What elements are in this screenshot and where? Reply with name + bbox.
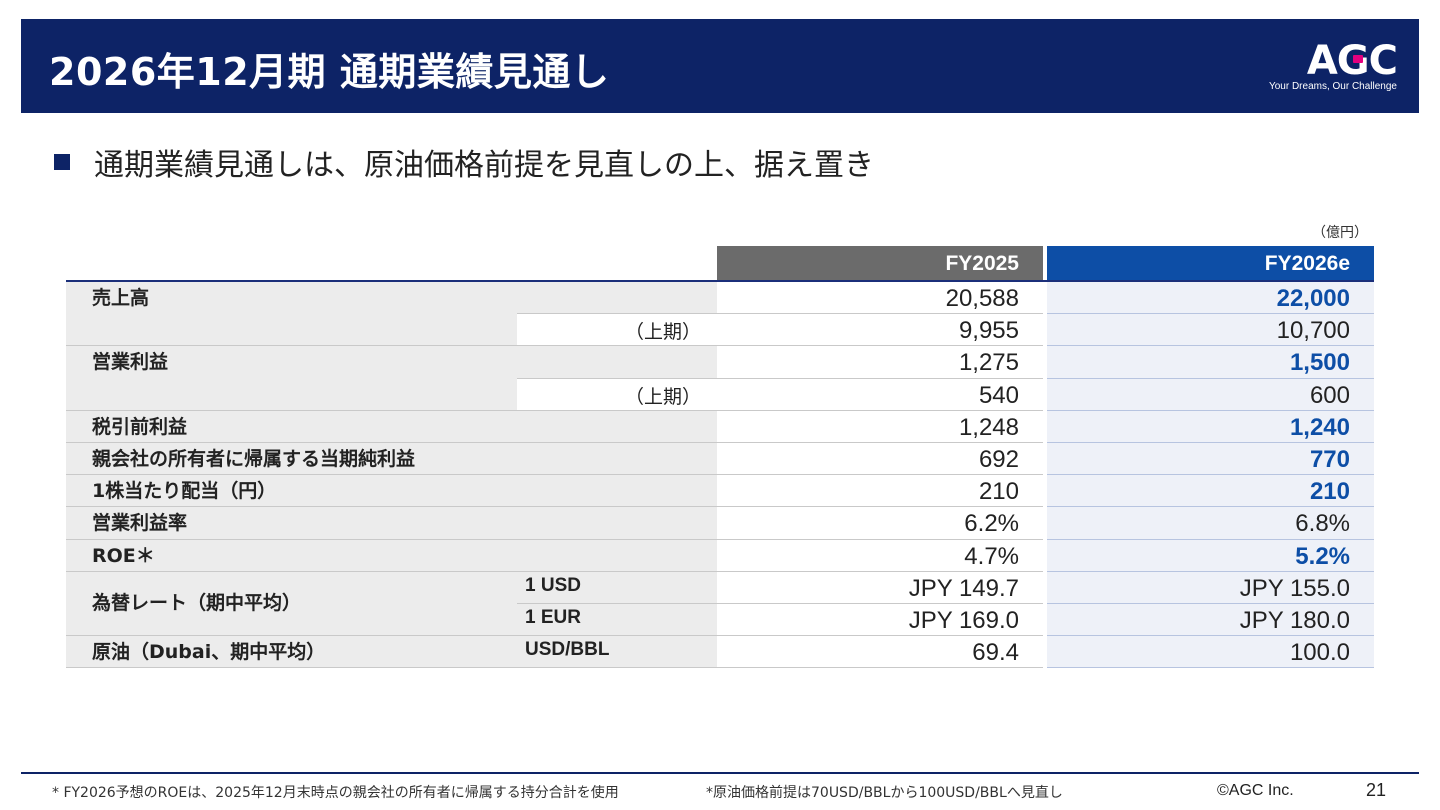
row-divider bbox=[66, 409, 1043, 411]
row-divider bbox=[1047, 442, 1374, 443]
cell-fy2025: JPY 169.0 bbox=[717, 604, 1043, 636]
summary-text: 通期業績見通しは、原油価格前提を見直しの上、据え置き bbox=[94, 148, 874, 183]
cell-fy2025: JPY 149.7 bbox=[717, 571, 1043, 603]
cell-fy2026e: 6.8% bbox=[1047, 507, 1374, 539]
row-divider bbox=[66, 667, 1043, 669]
cell-fy2026e: 600 bbox=[1047, 378, 1374, 410]
cell-fy2025: 1,248 bbox=[717, 410, 1043, 442]
cell-fy2026e: 210 bbox=[1047, 475, 1374, 507]
row-divider bbox=[1047, 313, 1374, 315]
cell-fy2025: 692 bbox=[717, 443, 1043, 475]
row-divider bbox=[517, 603, 1043, 604]
cell-fy2026e: JPY 180.0 bbox=[1047, 604, 1374, 636]
cell-fy2025: 4.7% bbox=[717, 539, 1043, 571]
title-bar: 2026年12月期 通期業績見通し AGC Your Dreams, Our C… bbox=[21, 19, 1419, 113]
row-divider bbox=[1047, 570, 1374, 572]
column-header-fy2025: FY2025 bbox=[717, 246, 1043, 280]
row-divider bbox=[66, 635, 1043, 637]
cell-fy2025: 69.4 bbox=[717, 636, 1043, 668]
row-label: ROE＊ bbox=[66, 539, 717, 571]
row-divider bbox=[66, 442, 1043, 443]
cell-fy2025: 6.2% bbox=[717, 507, 1043, 539]
row-unit: USD/BBL bbox=[525, 639, 610, 661]
unit-label: （億円） bbox=[1312, 225, 1368, 241]
row-label: 営業利益率 bbox=[66, 507, 717, 539]
row-unit: 1 USD bbox=[525, 574, 581, 596]
cell-fy2026e: 100.0 bbox=[1047, 636, 1374, 668]
cell-fy2026e: 1,240 bbox=[1047, 410, 1374, 442]
summary-bullet: 通期業績見通しは、原油価格前提を見直しの上、据え置き bbox=[54, 140, 874, 184]
row-divider bbox=[1047, 538, 1374, 540]
cell-fy2026e: 1,500 bbox=[1047, 346, 1374, 378]
row-label: 原油（Dubai、期中平均） bbox=[66, 636, 717, 668]
row-divider bbox=[1047, 667, 1374, 669]
cell-fy2025: 1,275 bbox=[717, 346, 1043, 378]
row-unit: 1 EUR bbox=[525, 607, 581, 628]
row-label: 1株当たり配当（円） bbox=[66, 475, 717, 507]
footnote-roe: * FY2026予想のROEは、2025年12月末時点の親会社の所有者に帰属する… bbox=[52, 785, 619, 801]
cell-fy2026e: JPY 155.0 bbox=[1047, 571, 1374, 603]
header-rule bbox=[66, 280, 1374, 282]
row-sublabel: （上期） bbox=[517, 314, 717, 346]
cell-fy2025: 9,955 bbox=[717, 314, 1043, 346]
cell-fy2025: 540 bbox=[717, 378, 1043, 410]
page-title: 2026年12月期 通期業績見通し bbox=[49, 50, 610, 94]
cell-fy2026e: 5.2% bbox=[1047, 539, 1374, 571]
row-divider bbox=[1047, 635, 1374, 637]
row-divider bbox=[517, 313, 1043, 315]
logo-tagline: Your Dreams, Our Challenge bbox=[1268, 81, 1397, 92]
agc-logo: AGC Your Dreams, Our Challenge bbox=[1247, 38, 1398, 97]
cell-fy2025: 20,588 bbox=[717, 282, 1043, 314]
row-divider bbox=[1047, 409, 1374, 411]
row-divider bbox=[1047, 506, 1374, 508]
cell-fy2026e: 770 bbox=[1047, 443, 1374, 475]
row-divider bbox=[66, 345, 1043, 347]
row-divider bbox=[1047, 345, 1374, 347]
row-divider bbox=[1047, 603, 1374, 604]
row-divider bbox=[66, 570, 1043, 572]
footer-rule bbox=[21, 772, 1419, 774]
row-label: 税引前利益 bbox=[66, 410, 717, 442]
cell-fy2026e: 10,700 bbox=[1047, 314, 1374, 346]
copyright: ©AGC Inc. bbox=[1217, 782, 1294, 799]
row-divider bbox=[66, 506, 1043, 508]
square-bullet-icon bbox=[54, 154, 70, 170]
row-divider bbox=[1047, 377, 1374, 379]
row-sublabel: （上期） bbox=[517, 378, 717, 410]
logo-accent bbox=[1353, 55, 1363, 63]
row-divider bbox=[517, 377, 1043, 379]
logo-mark: AGC bbox=[1306, 38, 1398, 84]
row-divider bbox=[1047, 474, 1374, 476]
page-number: 21 bbox=[1366, 780, 1387, 800]
cell-fy2025: 210 bbox=[717, 475, 1043, 507]
row-divider bbox=[66, 538, 1043, 540]
row-divider bbox=[66, 474, 1043, 476]
column-header-fy2026e: FY2026e bbox=[1047, 246, 1374, 280]
footnote-oil: *原油価格前提は70USD/BBLから100USD/BBLへ見直し bbox=[706, 785, 1063, 801]
cell-fy2026e: 22,000 bbox=[1047, 282, 1374, 314]
row-label: 親会社の所有者に帰属する当期純利益 bbox=[66, 443, 717, 475]
